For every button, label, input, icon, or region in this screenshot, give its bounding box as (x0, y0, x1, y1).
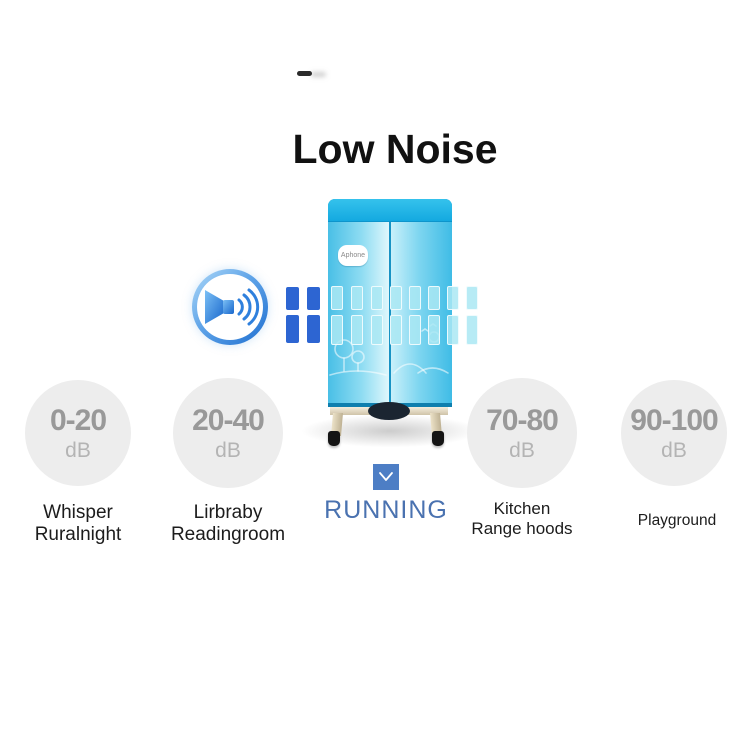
dryer-caster-wheel-left (328, 431, 340, 446)
noise-example-label: Whisper Ruralnight (3, 502, 153, 547)
running-status-label: RUNNING (324, 496, 448, 524)
speaker-glyph (205, 288, 260, 326)
brand-logo-text: Aphone (340, 252, 366, 259)
noise-level-badge: 70-80 dB (467, 378, 577, 488)
sound-bar (428, 315, 440, 345)
sound-bar (466, 286, 478, 310)
noise-example-label: Lirbraby Readingroom (148, 502, 308, 547)
caption-line: Range hoods (471, 519, 573, 539)
clothes-dryer-illustration: Aphone (328, 199, 452, 407)
sound-bar (331, 286, 343, 310)
noise-unit: dB (65, 438, 91, 462)
dryer-right-door (391, 222, 452, 404)
caption-line: Whisper (43, 502, 113, 523)
sound-bar (307, 315, 320, 343)
sound-bar (466, 315, 478, 345)
sound-bar (351, 286, 363, 310)
speaker-icon (192, 269, 268, 345)
sound-bar (351, 315, 363, 345)
artifact-mark (297, 71, 312, 76)
caption-line: Ruralnight (34, 524, 122, 546)
noise-level-badge: 0-20 dB (25, 380, 131, 486)
page-title: Low Noise (292, 126, 498, 172)
caption-line: Playground (637, 512, 717, 529)
dryer-top-cap (328, 199, 452, 222)
chevron-down-icon (379, 472, 393, 481)
sound-bar (331, 315, 343, 345)
sound-bar (447, 286, 459, 310)
sound-bar (409, 315, 421, 345)
brand-logo: Aphone (338, 245, 368, 266)
sound-bar (428, 286, 440, 310)
running-marker (373, 464, 399, 490)
noise-unit: dB (509, 438, 535, 462)
noise-unit: dB (215, 438, 241, 462)
sound-bar (390, 315, 402, 345)
noise-range: 0-20 (49, 403, 107, 437)
noise-example-label: Playground (597, 512, 750, 530)
dryer-under-shadow (368, 402, 410, 420)
noise-example-label: Kitchen Range hoods (442, 499, 602, 539)
caption-line: Kitchen (493, 499, 551, 518)
sound-bar (286, 315, 299, 343)
noise-level-badge: 90-100 dB (621, 380, 727, 486)
caption-line: Lirbraby (193, 502, 263, 523)
sound-bar (409, 286, 421, 310)
noise-range: 70-80 (486, 403, 559, 437)
noise-range: 20-40 (192, 403, 265, 437)
sound-bar (371, 315, 383, 345)
sound-bar (307, 287, 320, 310)
sound-bar (286, 287, 299, 310)
dryer-caster-wheel-right (432, 431, 444, 446)
sound-bar (371, 286, 383, 310)
noise-range: 90-100 (630, 403, 718, 437)
sound-bar (390, 286, 402, 310)
noise-unit: dB (661, 438, 687, 462)
dryer-door-divider (389, 222, 391, 404)
sound-bar (447, 315, 459, 345)
noise-level-badge: 20-40 dB (173, 378, 283, 488)
caption-line: Readingroom (170, 524, 286, 546)
